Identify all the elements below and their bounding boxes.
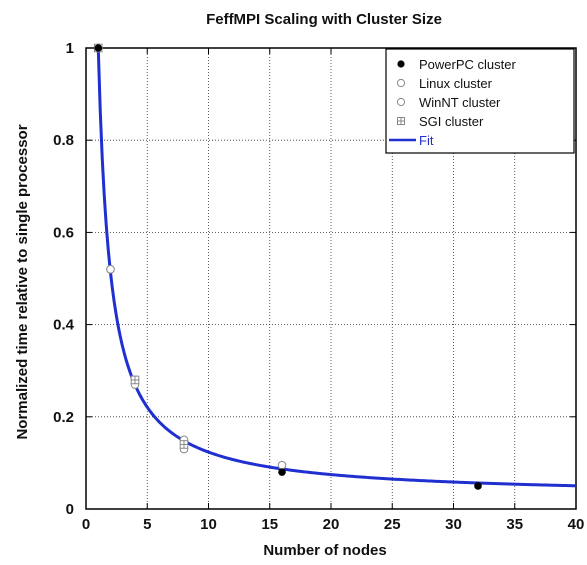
legend: PowerPC cluster Linux cluster WinNT clus… — [385, 48, 575, 154]
x-tick-label: 30 — [445, 516, 462, 533]
legend-box — [385, 48, 575, 154]
axis-ticks: 0 5 10 15 20 25 30 35 40 0 0.2 0.4 0.6 0.8 1 — [53, 40, 584, 533]
legend-marker-winnt — [396, 97, 406, 107]
chart-title: FeffMPI Scaling with Cluster Size — [206, 11, 442, 28]
x-tick-label: 5 — [143, 516, 151, 533]
x-tick-label: 35 — [506, 516, 523, 533]
data-point — [278, 468, 286, 476]
data-point — [179, 440, 189, 449]
y-tick-label: 0.4 — [53, 317, 75, 334]
x-tick-label: 40 — [568, 516, 585, 533]
legend-marker-powerpc — [397, 60, 405, 68]
legend-label-sgi: SGI cluster — [419, 114, 484, 129]
grid-lines — [86, 48, 576, 509]
x-axis-label: Number of nodes — [263, 542, 386, 559]
data-point — [474, 482, 482, 490]
y-tick-label: 0.6 — [53, 224, 74, 241]
data-points — [93, 43, 482, 490]
fit-layer — [96, 47, 577, 488]
y-tick-label: 0.2 — [53, 409, 74, 426]
y-tick-label: 0.8 — [53, 132, 74, 149]
y-tick-label: 0 — [66, 501, 74, 518]
legend-marker-sgi — [397, 117, 405, 125]
x-tick-label: 0 — [82, 516, 90, 533]
x-tick-label: 15 — [261, 516, 278, 533]
legend-label-linux: Linux cluster — [419, 76, 493, 91]
y-axis-label: Normalized time relative to single proce… — [14, 124, 31, 439]
x-tick-label: 25 — [384, 516, 401, 533]
legend-label-winnt: WinNT cluster — [419, 95, 501, 110]
data-point — [94, 44, 103, 52]
fit-curve — [96, 47, 577, 488]
data-point — [106, 264, 115, 274]
legend-label-fit: Fit — [419, 133, 434, 148]
data-point — [130, 375, 140, 385]
legend-marker-linux — [396, 78, 406, 88]
x-tick-label: 10 — [200, 516, 217, 533]
legend-label-powerpc: PowerPC cluster — [419, 57, 516, 72]
data-point — [277, 460, 287, 470]
x-tick-label: 20 — [323, 516, 340, 533]
y-tick-label: 1 — [66, 40, 74, 57]
